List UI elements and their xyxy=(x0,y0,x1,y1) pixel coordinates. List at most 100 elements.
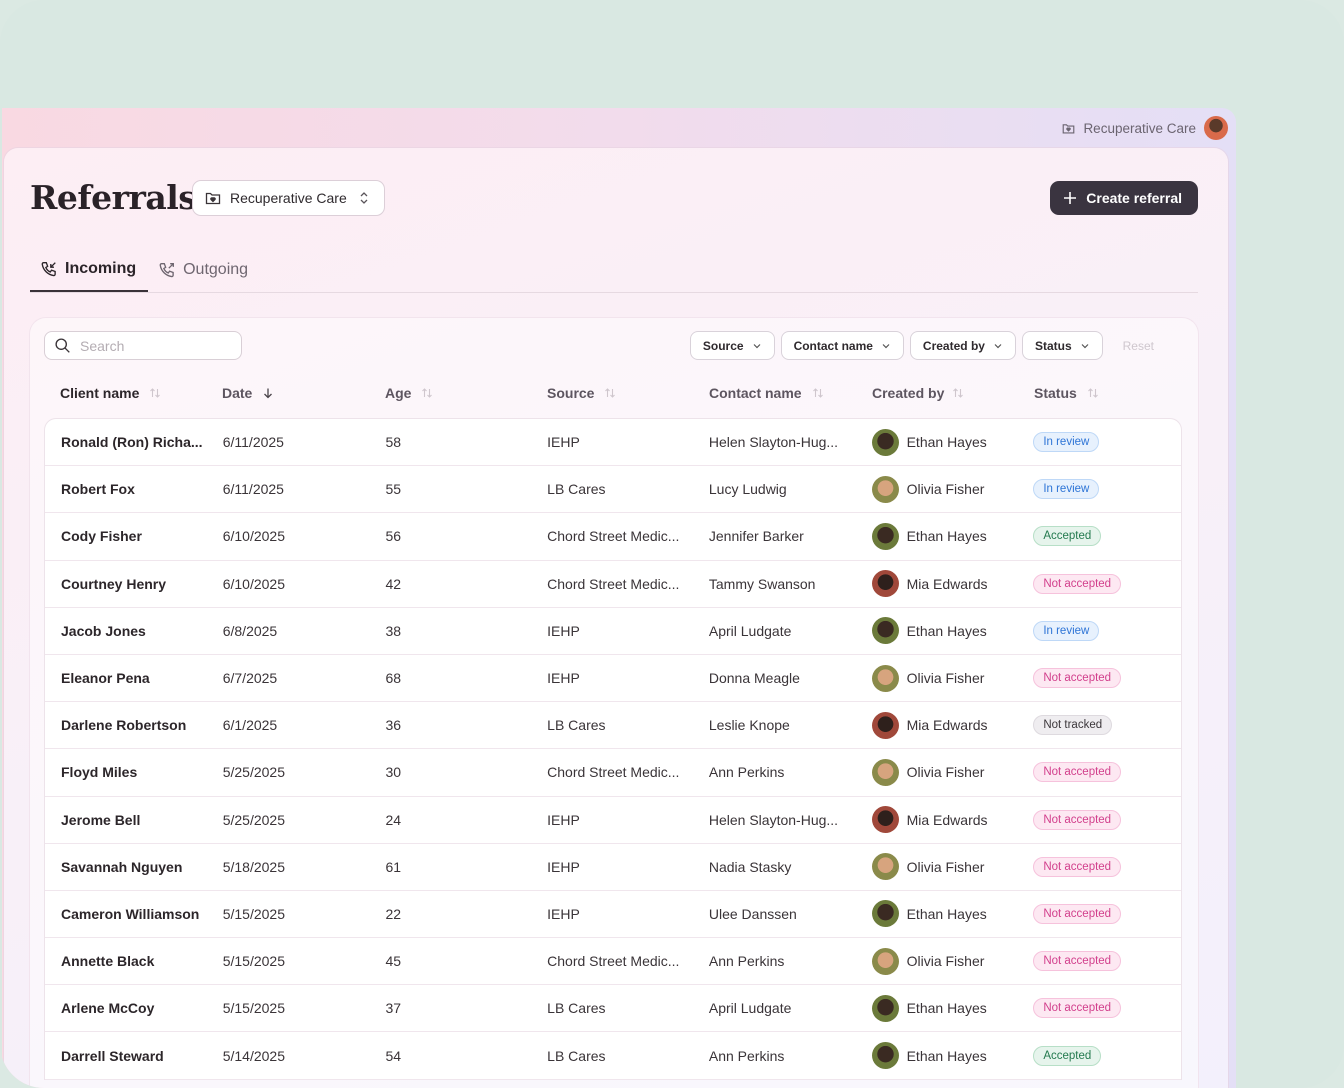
column-date[interactable]: Date xyxy=(206,378,369,408)
created-by: Mia Edwards xyxy=(856,806,1018,834)
referral-source: Chord Street Medic... xyxy=(547,953,680,970)
status-badge: Not accepted xyxy=(1033,856,1122,877)
client-name[interactable]: Annette Black xyxy=(61,953,155,970)
status-badge: Not accepted xyxy=(1033,998,1122,1019)
avatar xyxy=(871,711,899,739)
referral-date: 5/25/2025 xyxy=(222,811,286,828)
client-name[interactable]: Ronald (Ron) Richa... xyxy=(61,434,203,451)
main-panel: Referrals Recuperative Care Create refer… xyxy=(4,148,1228,1088)
sort-icon xyxy=(812,388,823,398)
client-name[interactable]: Darrell Steward xyxy=(61,1047,164,1064)
contact-name: Ann Perkins xyxy=(708,764,785,781)
user-avatar[interactable] xyxy=(1204,116,1228,140)
tab-incoming[interactable]: Incoming xyxy=(30,248,149,292)
table-row[interactable]: Ronald (Ron) Richa... 6/11/2025 58 IEHP Hele… xyxy=(45,419,1181,467)
client-age: 61 xyxy=(385,858,402,875)
table-row[interactable]: Darlene Robertson 6/1/2025 36 LB Cares Lesli… xyxy=(45,702,1181,750)
sort-descending-icon xyxy=(264,388,273,399)
referral-date: 6/1/2025 xyxy=(222,717,278,734)
table-row[interactable]: Floyd Miles 5/25/2025 30 Chord Street Medic… xyxy=(45,749,1181,797)
filter-status-label: Status xyxy=(1034,338,1072,353)
referral-date: 5/15/2025 xyxy=(222,953,286,970)
column-label: Client name xyxy=(60,385,140,401)
create-referral-button[interactable]: Create referral xyxy=(1050,181,1198,215)
table-row[interactable]: Arlene McCoy 5/15/2025 37 LB Cares April Lud… xyxy=(45,985,1181,1033)
program-selector[interactable]: Recuperative Care xyxy=(192,180,385,216)
workspace-name[interactable]: Recuperative Care xyxy=(1083,120,1196,136)
column-age[interactable]: Age xyxy=(369,378,531,408)
filter-source[interactable]: Source xyxy=(689,331,775,360)
chevron-down-icon xyxy=(753,343,760,348)
table-row[interactable]: Annette Black 5/15/2025 45 Chord Street Med… xyxy=(45,938,1181,986)
filter-created-by[interactable]: Created by xyxy=(909,331,1016,360)
client-name[interactable]: Courtney Henry xyxy=(61,575,167,592)
column-label: Contact name xyxy=(709,385,802,401)
client-name[interactable]: Eleanor Pena xyxy=(61,670,150,687)
column-status[interactable]: Status xyxy=(1018,378,1182,408)
search-input[interactable] xyxy=(80,337,230,354)
plus-icon xyxy=(1064,192,1077,204)
contact-name: Tammy Swanson xyxy=(708,575,816,592)
referral-source: IEHP xyxy=(547,905,580,922)
table-row[interactable]: Robert Fox 6/11/2025 55 LB Cares Lucy Ludwig… xyxy=(45,466,1181,514)
column-label: Created by xyxy=(872,385,945,401)
table-row[interactable]: Jacob Jones 6/8/2025 38 IEHP April Ludgate Et… xyxy=(45,608,1181,655)
client-name[interactable]: Jerome Bell xyxy=(61,811,141,828)
referral-source: LB Cares xyxy=(547,1000,606,1017)
client-age: 30 xyxy=(385,764,402,781)
column-contact-name[interactable]: Contact name xyxy=(693,378,856,408)
client-name[interactable]: Robert Fox xyxy=(61,481,135,498)
client-name[interactable]: Cody Fisher xyxy=(61,528,142,545)
client-age: 68 xyxy=(385,670,402,687)
table-row[interactable]: Eleanor Pena 6/7/2025 68 IEHP Donna Meagle Ol… xyxy=(45,655,1181,703)
column-created-by[interactable]: Created by xyxy=(856,378,1018,408)
table-row[interactable]: Cody Fisher 6/10/2025 56 Chord Street Medic… xyxy=(45,513,1181,561)
column-client-name[interactable]: Client name xyxy=(44,378,206,408)
sort-icon xyxy=(422,388,433,398)
filter-contact-name[interactable]: Contact name xyxy=(780,331,904,360)
table-row[interactable]: Cameron Williamson 5/15/2025 22 IEHP Ulee Da… xyxy=(45,891,1181,939)
client-age: 42 xyxy=(385,575,402,592)
chevron-down-icon xyxy=(882,343,890,348)
referral-source: IEHP xyxy=(547,670,580,687)
status-badge: Not tracked xyxy=(1033,715,1113,736)
filter-status[interactable]: Status xyxy=(1021,331,1103,360)
column-source[interactable]: Source xyxy=(531,378,693,408)
search-box[interactable] xyxy=(44,331,242,360)
tab-bar: Incoming Outgoing xyxy=(30,248,1198,293)
status-badge: Not accepted xyxy=(1033,951,1122,972)
table-row[interactable]: Jerome Bell 5/25/2025 24 IEHP Helen Slayton-… xyxy=(45,797,1181,844)
referral-source: IEHP xyxy=(547,858,580,875)
chevron-down-icon xyxy=(994,343,1002,348)
client-name[interactable]: Floyd Miles xyxy=(61,764,138,781)
client-name[interactable]: Darlene Robertson xyxy=(61,717,187,734)
contact-name: April Ludgate xyxy=(708,1000,792,1017)
table-row[interactable]: Courtney Henry 6/10/2025 42 Chord Street Me… xyxy=(45,561,1181,608)
column-label: Date xyxy=(222,385,253,401)
table-row[interactable]: Savannah Nguyen 5/18/2025 61 IEHP Nadia Stas… xyxy=(45,844,1181,891)
tab-outgoing[interactable]: Outgoing xyxy=(148,248,260,292)
status-cell: Accepted xyxy=(1017,1045,1181,1066)
created-by-name: Mia Edwards xyxy=(906,811,988,828)
status-cell: Not accepted xyxy=(1017,903,1181,924)
client-name[interactable]: Cameron Williamson xyxy=(61,905,200,922)
filter-contact-name-label: Contact name xyxy=(793,338,873,353)
created-by: Olivia Fisher xyxy=(856,475,1018,503)
client-age: 55 xyxy=(385,481,402,498)
search-icon xyxy=(55,338,70,353)
referral-date: 5/15/2025 xyxy=(222,1000,286,1017)
filter-created-by-label: Created by xyxy=(922,338,985,353)
status-cell: In review xyxy=(1017,479,1181,500)
client-name[interactable]: Savannah Nguyen xyxy=(61,858,183,875)
referral-date: 6/10/2025 xyxy=(222,528,286,545)
client-name[interactable]: Jacob Jones xyxy=(61,622,146,639)
avatar xyxy=(871,475,899,503)
reset-filters-button[interactable]: Reset xyxy=(1122,338,1154,353)
avatar xyxy=(871,664,899,692)
column-label: Age xyxy=(385,385,412,401)
created-by: Olivia Fisher xyxy=(856,664,1018,692)
table-row[interactable]: Darrell Steward 5/14/2025 54 LB Cares Ann Pe… xyxy=(45,1032,1181,1080)
referral-date: 5/15/2025 xyxy=(222,905,286,922)
client-name[interactable]: Arlene McCoy xyxy=(61,1000,155,1017)
filter-source-label: Source xyxy=(702,338,744,353)
